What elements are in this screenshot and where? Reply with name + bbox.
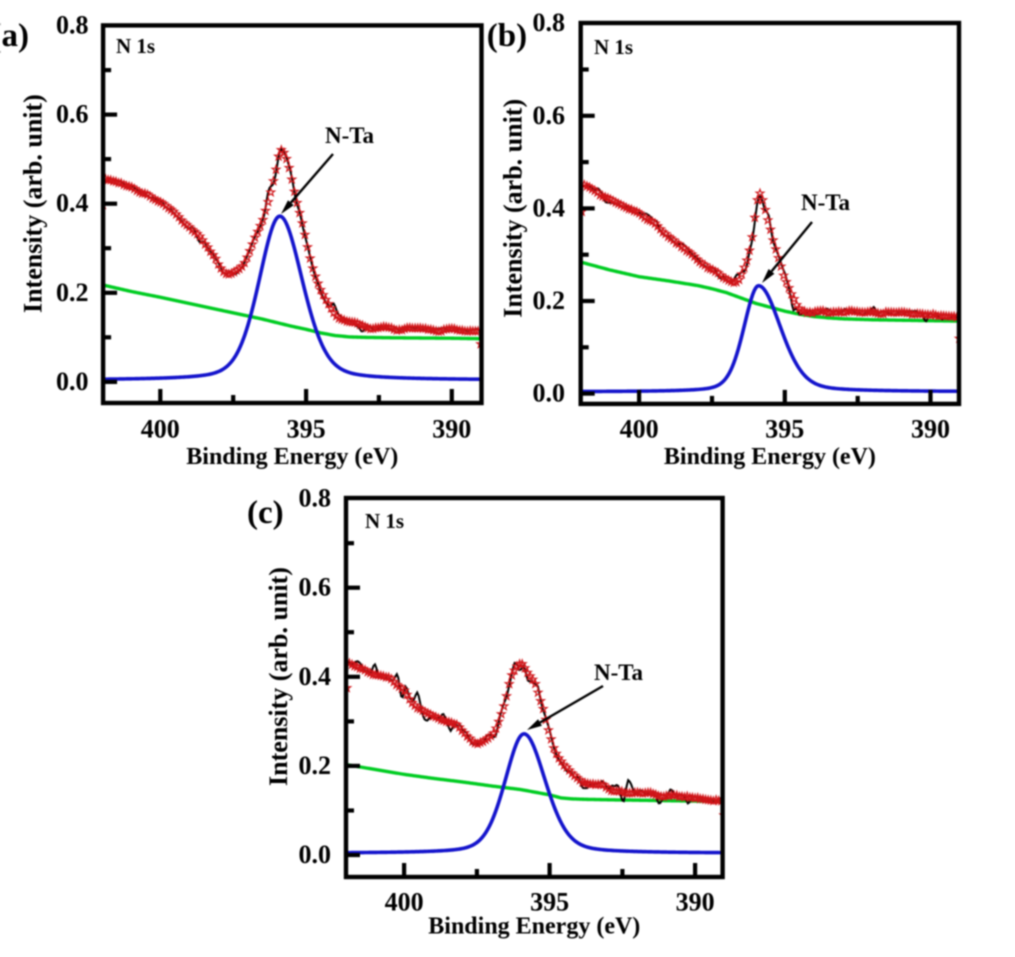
svg-text:Binding Energy (eV): Binding Energy (eV) bbox=[664, 444, 876, 470]
svg-text:0.2: 0.2 bbox=[533, 286, 566, 315]
svg-text:395: 395 bbox=[287, 415, 326, 444]
svg-text:(c): (c) bbox=[247, 495, 284, 531]
svg-text:N-Ta: N-Ta bbox=[801, 190, 850, 215]
svg-text:0.8: 0.8 bbox=[533, 8, 566, 37]
svg-text:0.8: 0.8 bbox=[56, 11, 89, 40]
svg-text:395: 395 bbox=[765, 415, 804, 444]
svg-text:400: 400 bbox=[141, 415, 180, 444]
svg-text:N-Ta: N-Ta bbox=[594, 660, 643, 685]
svg-text:0.6: 0.6 bbox=[533, 101, 566, 130]
svg-text:390: 390 bbox=[676, 888, 715, 917]
svg-text:0.6: 0.6 bbox=[56, 100, 89, 129]
svg-text:390: 390 bbox=[911, 415, 950, 444]
svg-text:0.0: 0.0 bbox=[56, 367, 89, 396]
svg-text:N 1s: N 1s bbox=[594, 35, 633, 59]
svg-text:Intensity (arb. unit): Intensity (arb. unit) bbox=[264, 567, 293, 786]
svg-text:400: 400 bbox=[385, 888, 424, 917]
svg-text:0.4: 0.4 bbox=[299, 662, 332, 691]
svg-text:N 1s: N 1s bbox=[365, 509, 404, 533]
svg-text:0.4: 0.4 bbox=[533, 193, 566, 222]
svg-text:0.2: 0.2 bbox=[56, 278, 89, 307]
svg-text:Binding Energy (eV): Binding Energy (eV) bbox=[428, 914, 640, 940]
svg-text:0.2: 0.2 bbox=[299, 751, 332, 780]
svg-text:395: 395 bbox=[530, 888, 569, 917]
svg-text:0.6: 0.6 bbox=[299, 573, 332, 602]
svg-text:0.0: 0.0 bbox=[533, 379, 566, 408]
svg-text:N 1s: N 1s bbox=[116, 34, 155, 58]
svg-text:(b): (b) bbox=[487, 18, 527, 54]
svg-text:0.0: 0.0 bbox=[299, 840, 332, 869]
svg-text:390: 390 bbox=[432, 415, 471, 444]
svg-text:Binding Energy (eV): Binding Energy (eV) bbox=[186, 444, 398, 470]
svg-text:0.8: 0.8 bbox=[299, 484, 332, 513]
svg-text:Intensity (arb. unit): Intensity (arb. unit) bbox=[498, 99, 527, 318]
svg-text:400: 400 bbox=[620, 415, 659, 444]
svg-text:N-Ta: N-Ta bbox=[325, 123, 374, 148]
svg-text:0.4: 0.4 bbox=[56, 189, 89, 218]
svg-text:(a): (a) bbox=[0, 18, 29, 54]
svg-text:Intensity (arb. unit): Intensity (arb. unit) bbox=[19, 94, 48, 313]
